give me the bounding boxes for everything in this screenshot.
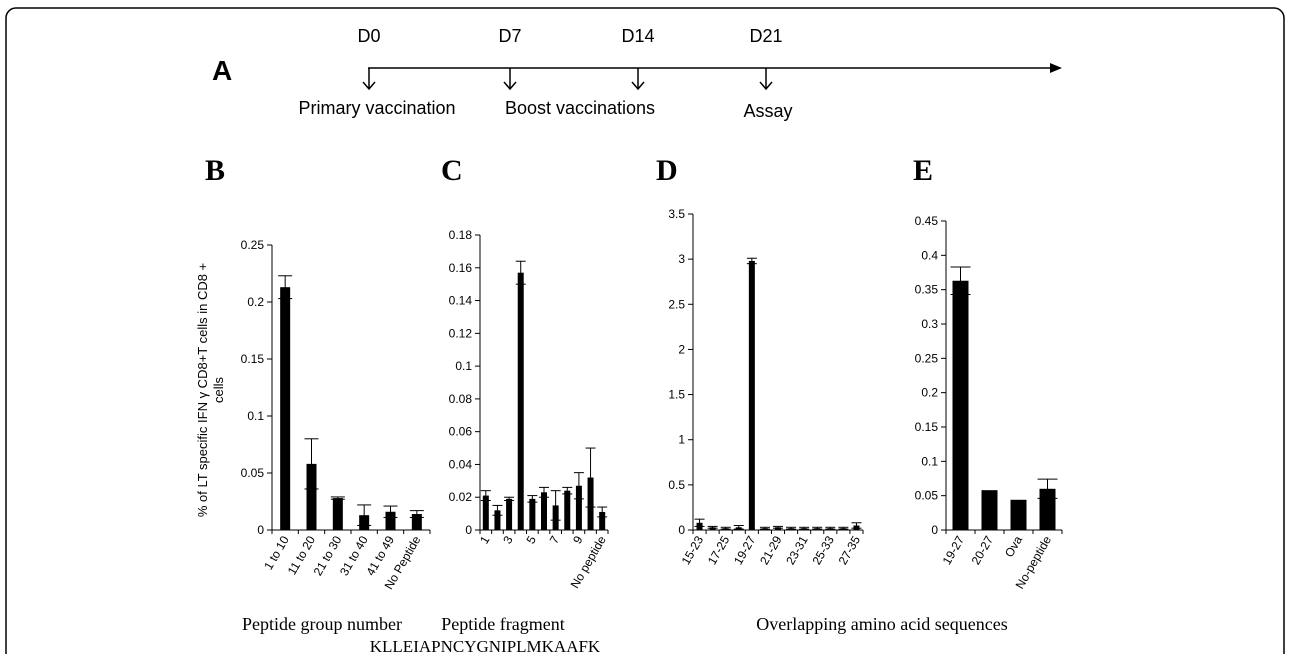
- day-label-d7: D7: [498, 26, 521, 46]
- panel-e-bar: [981, 490, 998, 530]
- panel-d-y-tick-label: 3: [678, 252, 685, 266]
- panel-b-bar: [306, 463, 317, 530]
- day-label-d0: D0: [357, 26, 380, 46]
- down-arrow-icon: [503, 68, 517, 91]
- day-label-d14: D14: [621, 26, 654, 46]
- panel-e-bar: [952, 280, 969, 530]
- panel-a-letter: A: [212, 55, 232, 86]
- x-axis-label-de: Overlapping amino acid sequences: [756, 614, 1007, 634]
- panel-e-y-tick-label: 0: [931, 523, 938, 537]
- panel-d-y-tick-label: 2.5: [668, 297, 685, 311]
- down-arrow-icon: [759, 68, 773, 91]
- y-axis-label-line2: cells: [211, 377, 226, 404]
- panel-b-y-tick-label: 0: [257, 523, 264, 537]
- panel-b-bar: [280, 287, 291, 530]
- panel-b-y-tick-label: 0.25: [241, 238, 265, 252]
- panel-c-bar: [575, 485, 582, 530]
- panel-d-y-tick-label: 0: [678, 523, 685, 537]
- panel-c-bar: [482, 495, 489, 530]
- panel-e-y-tick-label: 0.45: [915, 214, 939, 228]
- panel-d-y-tick-label: 2: [678, 342, 685, 356]
- panel-c-y-tick-label: 0.02: [449, 490, 473, 504]
- panel-e-bar: [1010, 499, 1027, 530]
- panel-e-y-tick-label: 0.3: [921, 317, 938, 331]
- event-assay: Assay: [743, 101, 792, 121]
- peptide-sequence: KLLEIAPNCYGNIPLMKAAFK: [370, 637, 601, 654]
- panel-d-y-tick-label: 3.5: [668, 207, 685, 221]
- panel-d-y-tick-label: 1.5: [668, 388, 685, 402]
- panel-e-y-tick-label: 0.15: [915, 420, 939, 434]
- panel-d-bar: [748, 260, 755, 530]
- panel-e-y-tick-label: 0.25: [915, 351, 939, 365]
- panel-c-y-tick-label: 0: [465, 523, 472, 537]
- panel-b-y-tick-label: 0.2: [247, 295, 264, 309]
- panel-c-bar: [506, 498, 513, 530]
- panel-b-letter: B: [205, 154, 225, 187]
- panel-c-bar: [517, 272, 524, 530]
- panel-b-y-tick-label: 0.1: [247, 409, 264, 423]
- panel-a: A D0 D7 D14 D21 Primary vaccination Boos…: [212, 26, 1062, 121]
- panel-c-letter: C: [441, 154, 463, 187]
- panel-e-y-tick-label: 0.35: [915, 283, 939, 297]
- panel-d-y-tick-label: 1: [678, 433, 685, 447]
- y-axis-label-line1: % of LT specific IFN γ CD8+T cells in CD…: [195, 263, 210, 517]
- panel-c-y-tick-label: 0.14: [449, 294, 473, 308]
- panel-c-y-tick-label: 0.1: [455, 359, 472, 373]
- panel-c-y-tick-label: 0.12: [449, 326, 473, 340]
- panel-d-y-tick-label: 0.5: [668, 478, 685, 492]
- panel-d-letter: D: [656, 154, 678, 187]
- panel-c-bar: [541, 492, 547, 530]
- down-arrow-icon: [631, 68, 645, 91]
- panel-c-bar: [599, 511, 606, 530]
- panel-c-bar: [494, 510, 501, 530]
- panel-c-y-tick-label: 0.06: [449, 425, 473, 439]
- panel-e-y-tick-label: 0.1: [921, 454, 938, 468]
- panel-c-y-tick-label: 0.18: [449, 228, 473, 242]
- x-axis-label-b: Peptide group number: [242, 614, 402, 634]
- panel-c-y-tick-label: 0.04: [449, 457, 473, 471]
- x-axis-label-c: Peptide fragment: [441, 614, 564, 634]
- panel-e-y-tick-label: 0.2: [921, 386, 938, 400]
- panel-c-bar: [529, 498, 536, 530]
- panel-b-bar: [411, 514, 422, 530]
- panel-e-letter: E: [913, 154, 933, 187]
- event-primary-vaccination: Primary vaccination: [298, 98, 455, 118]
- panel-c-y-tick-label: 0.08: [449, 392, 473, 406]
- down-arrow-icon: [362, 68, 376, 91]
- panel-c-bar: [564, 490, 571, 530]
- day-label-d21: D21: [749, 26, 782, 46]
- panel-b-bar: [332, 498, 343, 530]
- panel-b-y-tick-label: 0.05: [241, 466, 265, 480]
- event-boost-vaccinations: Boost vaccinations: [505, 98, 655, 118]
- panel-e-bar: [1039, 488, 1056, 530]
- panel-e-y-tick-label: 0.4: [921, 248, 938, 262]
- panel-c-y-tick-label: 0.16: [449, 261, 473, 275]
- timeline-arrowhead: [1050, 63, 1062, 73]
- panel-e-y-tick-label: 0.05: [915, 489, 939, 503]
- panel-b-y-tick-label: 0.15: [241, 352, 265, 366]
- panel-b-bar: [385, 511, 396, 530]
